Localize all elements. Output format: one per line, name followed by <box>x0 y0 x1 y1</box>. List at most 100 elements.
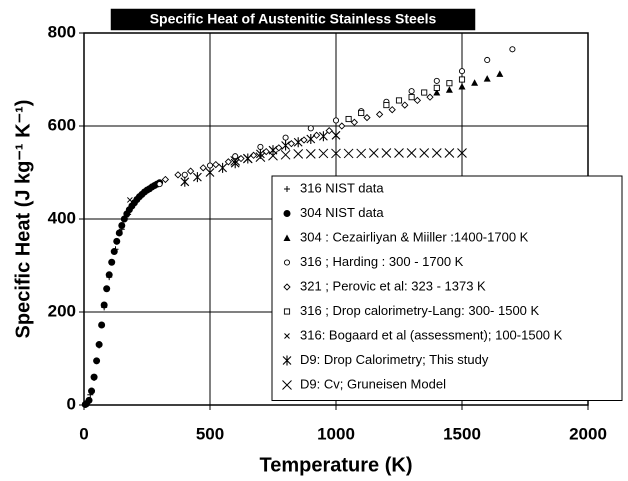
data-point-shape <box>85 396 93 404</box>
legend-label: 304 : Cezairliyan & Miiller :1400-1700 K <box>300 229 529 244</box>
data-point <box>174 171 182 179</box>
data-point <box>331 148 341 159</box>
data-point <box>98 321 106 329</box>
data-point-shape <box>98 321 106 329</box>
data-point <box>115 229 123 237</box>
data-point-shape <box>395 97 403 104</box>
legend-symbol <box>283 234 291 241</box>
data-point-shape <box>212 160 220 169</box>
data-point-shape <box>408 94 415 101</box>
data-point <box>127 197 133 203</box>
data-point <box>471 79 479 86</box>
data-point-shape <box>444 148 455 158</box>
x-tick-label: 500 <box>196 424 224 443</box>
data-point-shape <box>408 88 415 95</box>
data-point-shape <box>331 148 341 159</box>
data-point <box>356 148 367 159</box>
data-point <box>325 127 333 135</box>
legend-symbol-shape <box>283 308 291 315</box>
legend-symbol <box>282 355 292 366</box>
data-point <box>444 148 455 158</box>
data-point <box>363 113 371 122</box>
data-point <box>300 136 308 144</box>
legend-box <box>271 175 623 401</box>
y-tick-label: 800 <box>48 22 76 41</box>
data-point <box>108 258 116 266</box>
legend-symbol-shape <box>282 355 292 366</box>
legend-symbol <box>283 259 291 266</box>
data-point <box>206 162 214 169</box>
data-point <box>368 148 379 158</box>
data-point <box>388 106 396 114</box>
data-point <box>496 70 504 77</box>
data-point-shape <box>268 150 278 161</box>
data-point-shape <box>305 149 316 159</box>
data-point-shape <box>394 148 404 158</box>
data-point-shape <box>509 46 516 53</box>
data-point <box>156 181 163 188</box>
data-point <box>230 156 241 166</box>
data-point-shape <box>471 79 479 86</box>
data-point-shape <box>457 148 467 158</box>
legend-symbol <box>283 283 291 291</box>
data-point <box>332 117 340 124</box>
data-point <box>426 93 434 101</box>
data-point-shape <box>199 164 207 172</box>
legend-symbol-shape <box>283 283 291 291</box>
data-point <box>224 158 233 166</box>
data-point <box>338 122 346 130</box>
data-point <box>458 76 466 83</box>
data-point <box>181 171 188 178</box>
x-tick-label: 2000 <box>569 424 607 443</box>
title-box <box>109 7 477 32</box>
data-point <box>383 102 390 109</box>
data-point <box>408 88 415 95</box>
data-point-shape <box>110 248 118 256</box>
legend-symbol-shape <box>284 333 290 339</box>
legend-symbol-shape <box>283 234 291 241</box>
data-point <box>483 75 491 82</box>
data-point-shape <box>88 387 96 395</box>
data-point-shape <box>312 131 321 139</box>
data-point <box>350 118 359 126</box>
data-point <box>103 285 111 293</box>
data-point <box>484 56 491 64</box>
legend-symbol <box>283 308 291 315</box>
data-point <box>100 301 108 309</box>
legend-label: 316 NIST data <box>300 180 384 195</box>
data-point-shape <box>232 153 239 160</box>
data-point <box>242 153 253 164</box>
y-tick-label: 600 <box>48 115 76 134</box>
data-point <box>218 162 227 173</box>
data-point-shape <box>300 136 308 144</box>
data-point <box>345 115 352 123</box>
legend-label: 321 ; Perovic et al: 323 - 1373 K <box>300 278 486 293</box>
x-tick-label: 1500 <box>443 424 481 443</box>
data-point-shape <box>103 285 111 293</box>
data-point-shape <box>331 130 341 141</box>
data-point <box>212 160 220 169</box>
data-point <box>318 148 329 159</box>
data-point-shape <box>242 153 253 164</box>
data-point-shape <box>325 127 333 135</box>
data-point-shape <box>350 118 359 126</box>
legend-symbol <box>284 333 290 339</box>
data-point-shape <box>127 197 133 203</box>
data-point-shape <box>445 86 453 93</box>
data-point-shape <box>293 137 303 148</box>
data-point <box>401 101 409 109</box>
data-point-shape <box>426 93 434 101</box>
data-point-shape <box>108 258 116 266</box>
data-point <box>85 396 93 404</box>
data-point-shape <box>381 148 392 158</box>
data-point <box>458 68 466 75</box>
data-point-shape <box>433 84 440 91</box>
data-point-shape <box>431 148 442 158</box>
data-point <box>433 84 440 91</box>
data-point-shape <box>318 148 329 159</box>
data-point <box>413 96 422 105</box>
data-point-shape <box>230 156 241 166</box>
data-point <box>237 154 245 163</box>
